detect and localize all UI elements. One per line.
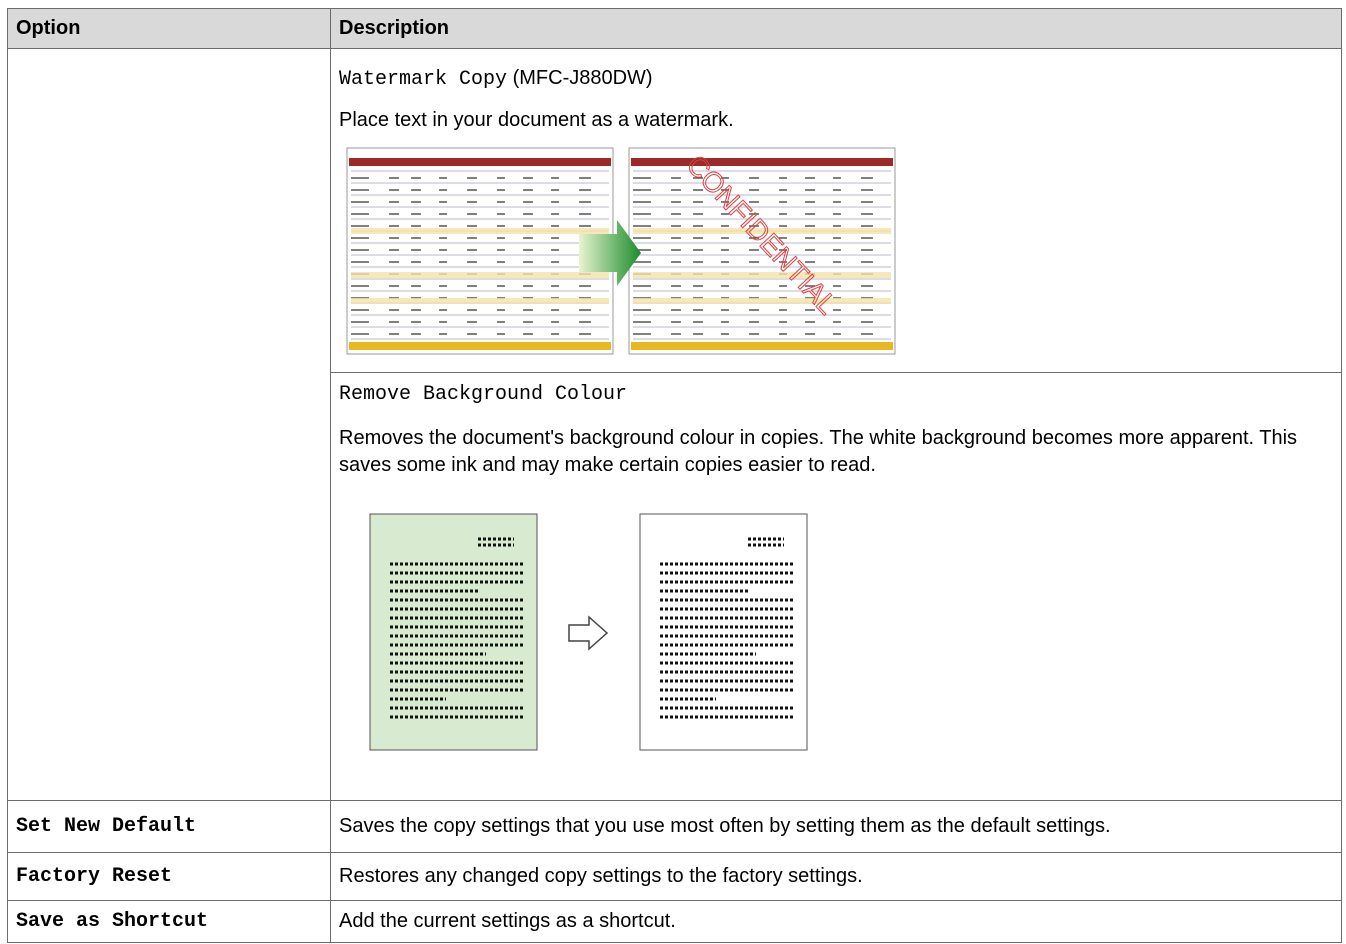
empty-cell [7, 48, 331, 801]
option-cell: Factory Reset [7, 852, 331, 901]
table-row: Watermark Copy (MFC-J880DW) Place text i… [7, 48, 1342, 801]
description-cell: Watermark Copy (MFC-J880DW) Place text i… [330, 48, 1342, 373]
description-cell: Restores any changed copy settings to th… [330, 852, 1342, 901]
table-row: Set New Default Saves the copy settings … [7, 800, 1342, 853]
table-row: Remove Background Colour Removes the doc… [8, 372, 1342, 801]
option-cell: Set New Default [7, 800, 331, 853]
setting-name: Watermark Copy [339, 68, 508, 91]
model-note: (MFC-J880DW) [512, 67, 653, 89]
options-table: Option Description Watermark Copy (MFC-J… [7, 8, 1342, 943]
setting-name: Remove Background Colour [339, 383, 628, 406]
header-cell: Description [330, 8, 1342, 49]
table-row: Factory Reset Restores any changed copy … [7, 852, 1342, 901]
description: Place text in your document as a waterma… [339, 109, 734, 131]
description-cell: Remove Background Colour Removes the doc… [330, 372, 1342, 801]
background-illustration [369, 513, 808, 751]
description: Removes the document's background colour… [339, 427, 1298, 476]
table-row: Save as Shortcut Add the current setting… [7, 900, 1342, 943]
watermark-illustration: CONFIDENTIAL [346, 147, 896, 355]
header-cell: Option [7, 8, 331, 49]
description-cell: Saves the copy settings that you use mos… [330, 800, 1342, 853]
option-cell: Save as Shortcut [7, 900, 331, 943]
description-cell: Add the current settings as a shortcut. [330, 900, 1342, 943]
header-row: Option Description [7, 8, 1342, 49]
